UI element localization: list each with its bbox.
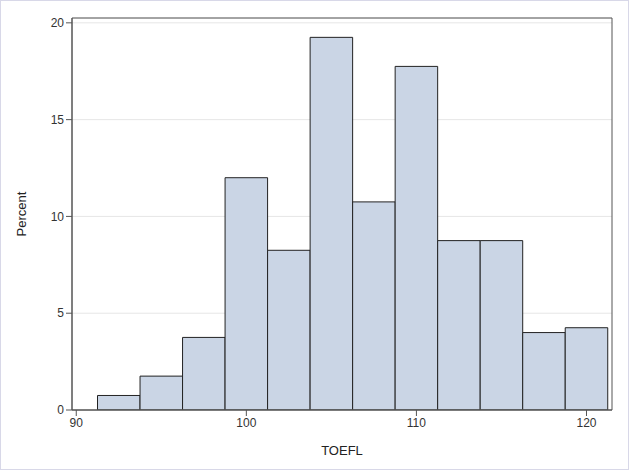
svg-text:20: 20 (51, 16, 65, 30)
svg-text:5: 5 (57, 306, 64, 320)
svg-text:10: 10 (51, 210, 65, 224)
svg-text:120: 120 (576, 416, 596, 430)
svg-text:0: 0 (57, 403, 64, 417)
svg-text:15: 15 (51, 113, 65, 127)
svg-text:TOEFL: TOEFL (321, 443, 363, 458)
svg-text:90: 90 (70, 416, 84, 430)
svg-text:100: 100 (236, 416, 256, 430)
svg-text:110: 110 (407, 416, 426, 430)
svg-text:Percent: Percent (14, 191, 29, 236)
